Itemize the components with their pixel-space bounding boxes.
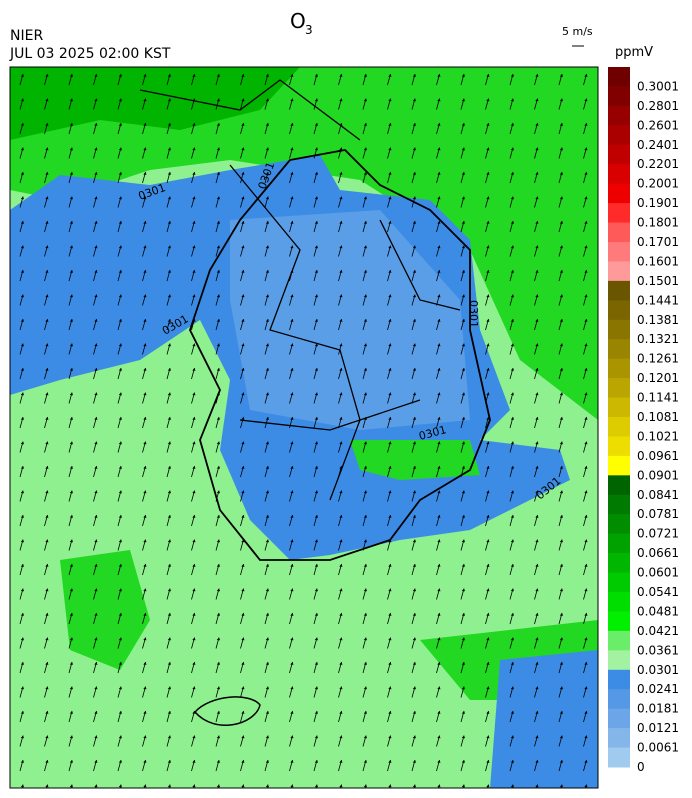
colorbar-label: 0.0961 bbox=[637, 449, 679, 463]
colorbar-label: 0.0481 bbox=[637, 604, 679, 618]
colorbar-label: 0 bbox=[637, 760, 645, 774]
colorbar-segment bbox=[608, 203, 630, 224]
colorbar-label: 0.0601 bbox=[637, 566, 679, 580]
colorbar-segment bbox=[608, 611, 630, 632]
colorbar: 0.3001 0.2801 0.2601 0.2401 0.2201 0.2001 0.19… bbox=[608, 67, 679, 774]
colorbar-segment bbox=[608, 319, 630, 340]
colorbar-segment bbox=[608, 261, 630, 282]
colorbar-label: 0.1201 bbox=[637, 371, 679, 385]
agency: NIER bbox=[10, 28, 43, 44]
colorbar-label: 0.1321 bbox=[637, 332, 679, 346]
colorbar-label: 0.0901 bbox=[637, 468, 679, 482]
colorbar-label: 0.2001 bbox=[637, 177, 679, 191]
colorbar-segment bbox=[608, 222, 630, 243]
colorbar-segment bbox=[608, 300, 630, 321]
colorbar-label: 0.2801 bbox=[637, 99, 679, 113]
colorbar-segment bbox=[608, 183, 630, 204]
colorbar-label: 0.1701 bbox=[637, 235, 679, 249]
colorbar-label: 0.1441 bbox=[637, 293, 679, 307]
colorbar-segment bbox=[608, 164, 630, 185]
colorbar-segment bbox=[608, 572, 630, 593]
colorbar-segment bbox=[608, 339, 630, 360]
colorbar-label: 0.0181 bbox=[637, 702, 679, 716]
colorbar-label: 0.0841 bbox=[637, 488, 679, 502]
colorbar-segment bbox=[608, 553, 630, 574]
colorbar-label: 0.1901 bbox=[637, 196, 679, 210]
colorbar-label: 0.2601 bbox=[637, 118, 679, 132]
colorbar-label: 0.0361 bbox=[637, 643, 679, 657]
colorbar-label: 0.1141 bbox=[637, 391, 679, 405]
colorbar-segment bbox=[608, 417, 630, 437]
colorbar-segment bbox=[608, 358, 630, 379]
wind-scale: 5 m/s bbox=[562, 25, 593, 38]
colorbar-label: 0.1801 bbox=[637, 216, 679, 230]
map-frame bbox=[9, 66, 599, 789]
colorbar-segment bbox=[608, 280, 630, 301]
colorbar-segment bbox=[608, 67, 630, 87]
colorbar-segment bbox=[608, 397, 630, 418]
colorbar-segment bbox=[608, 144, 630, 165]
wind-vectors bbox=[10, 67, 598, 788]
colorbar-segment bbox=[608, 650, 630, 671]
colorbar-segment bbox=[608, 669, 630, 690]
colorbar-segment bbox=[608, 475, 630, 496]
colorbar-segment bbox=[608, 125, 630, 146]
colorbar-label: 0.0061 bbox=[637, 741, 679, 755]
colorbar-segment bbox=[608, 514, 630, 535]
colorbar-segment bbox=[608, 630, 630, 651]
colorbar-segment bbox=[608, 708, 630, 729]
colorbar-segment bbox=[608, 86, 630, 107]
colorbar-label: 0.0541 bbox=[637, 585, 679, 599]
contour-label: 0301 bbox=[467, 300, 480, 328]
colorbar-segment bbox=[608, 728, 630, 749]
colorbar-label: 0.1601 bbox=[637, 254, 679, 268]
colorbar-segment bbox=[608, 455, 630, 476]
colorbar-label: 0.1381 bbox=[637, 313, 679, 327]
colorbar-segment bbox=[608, 494, 630, 515]
unit: ppmV bbox=[615, 45, 653, 60]
colorbar-label: 0.0781 bbox=[637, 507, 679, 521]
colorbar-segment bbox=[608, 689, 630, 710]
colorbar-label: 0.1021 bbox=[637, 429, 679, 443]
map: 0301 0301 0301 0301 0301 0301 bbox=[10, 67, 598, 788]
colorbar-label: 0.0721 bbox=[637, 527, 679, 541]
colorbar-segment bbox=[608, 378, 630, 399]
colorbar-label: 0.0241 bbox=[637, 682, 679, 696]
colorbar-label: 0.3001 bbox=[637, 79, 679, 93]
colorbar-label: 0.2201 bbox=[637, 157, 679, 171]
colorbar-segment bbox=[608, 436, 630, 457]
colorbar-label: 0.2401 bbox=[637, 138, 679, 152]
colorbar-label: 0.0301 bbox=[637, 663, 679, 677]
colorbar-label: 0.0661 bbox=[637, 546, 679, 560]
colorbar-label: 0.0121 bbox=[637, 721, 679, 735]
colorbar-label: 0.1261 bbox=[637, 352, 679, 366]
colorbar-segment bbox=[608, 242, 630, 262]
colorbar-label: 0.1081 bbox=[637, 410, 679, 424]
colorbar-segment bbox=[608, 533, 630, 554]
colorbar-segment bbox=[608, 105, 630, 126]
colorbar-segment bbox=[608, 747, 630, 768]
title-subscript: 3 bbox=[305, 23, 313, 37]
datetime: JUL 03 2025 02:00 KST bbox=[9, 46, 171, 62]
colorbar-label: 0.0421 bbox=[637, 624, 679, 638]
title: O bbox=[290, 9, 306, 33]
colorbar-label: 0.1501 bbox=[637, 274, 679, 288]
colorbar-segment bbox=[608, 592, 630, 612]
